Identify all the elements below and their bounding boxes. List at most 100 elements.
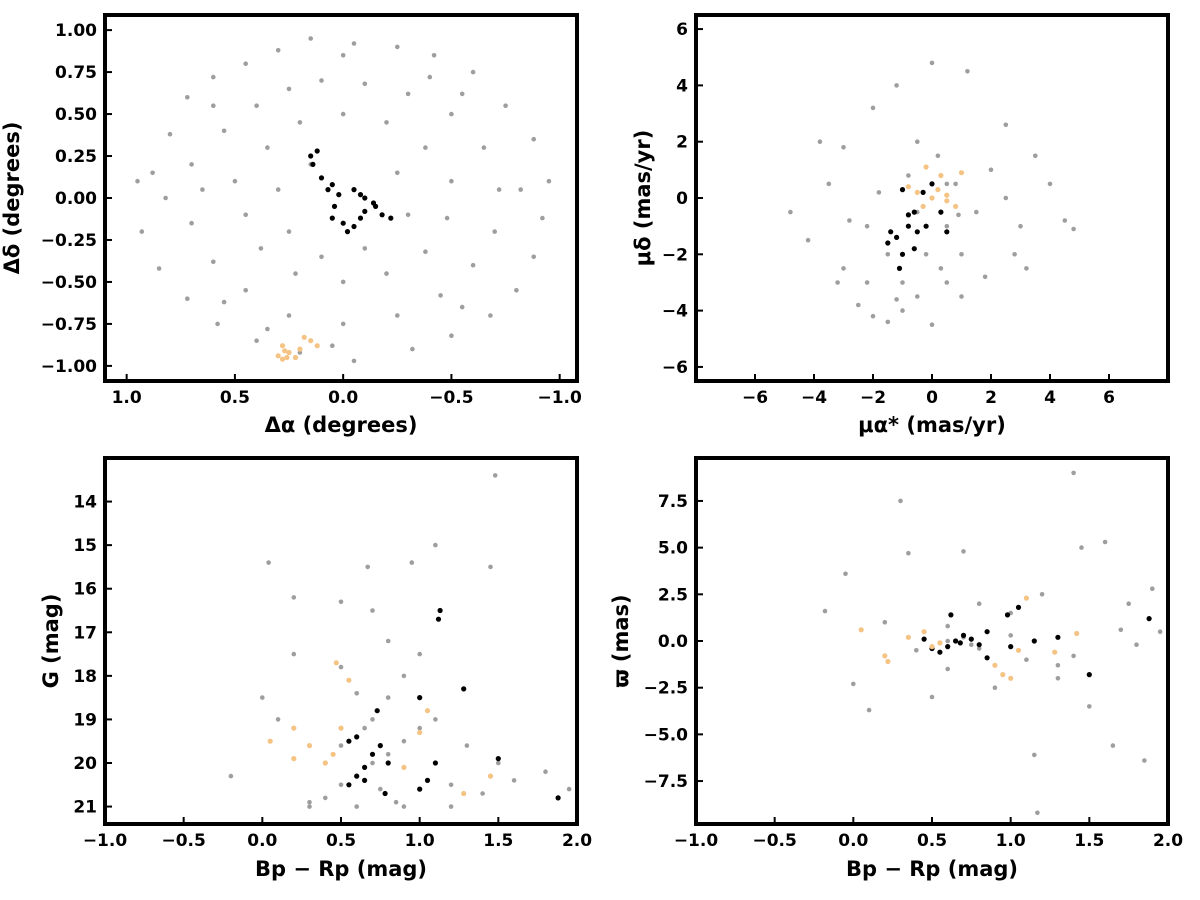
field-star-point — [856, 302, 861, 308]
member-star-point — [894, 234, 900, 240]
member-star-point — [292, 354, 299, 361]
field-star-point — [944, 223, 950, 229]
member-star-point — [346, 677, 352, 683]
field-star-point — [423, 145, 428, 150]
field-star-point — [243, 288, 248, 293]
y-tick-label: 5.0 — [658, 539, 688, 559]
field-star-point — [898, 498, 903, 504]
member-star-point — [944, 192, 950, 198]
member-star-point — [905, 212, 912, 218]
field-star-point — [362, 725, 367, 731]
field-star-point — [215, 321, 220, 327]
field-star-point — [362, 246, 368, 251]
member-star-point — [308, 153, 314, 159]
y-tick-label: 20 — [73, 754, 97, 774]
x-tick-label: −0.5 — [429, 388, 473, 408]
field-star-point — [365, 564, 371, 570]
field-star-point — [1071, 653, 1076, 659]
member-star-point — [357, 192, 364, 198]
field-star-point — [822, 608, 828, 614]
field-star-point — [864, 280, 870, 285]
member-star-point — [322, 760, 328, 766]
field-star-point — [992, 685, 998, 690]
plot-frame — [103, 13, 579, 383]
field-star-point — [265, 145, 270, 150]
member-star-point — [953, 203, 959, 209]
member-star-point — [885, 240, 891, 246]
field-star-point — [307, 804, 312, 809]
member-star-point — [948, 612, 954, 618]
member-star-point — [1008, 644, 1014, 650]
member-star-point — [858, 627, 864, 633]
y-tick-label: 21 — [73, 798, 97, 818]
member-star-point — [346, 782, 352, 788]
y-tick-label: 0.0 — [658, 632, 688, 652]
x-tick-label: 0.5 — [917, 831, 947, 851]
y-tick-label: 17 — [73, 623, 97, 643]
field-star-point — [488, 564, 493, 570]
field-star-point — [189, 220, 194, 226]
field-star-point — [286, 313, 292, 318]
member-star-point — [1000, 672, 1006, 678]
member-star-point — [968, 636, 974, 642]
field-star-point — [254, 103, 259, 108]
field-star-point — [906, 550, 911, 556]
member-star-point — [899, 251, 906, 257]
field-star-point — [496, 760, 501, 766]
field-star-point — [847, 218, 852, 223]
field-star-point — [307, 799, 312, 805]
y-tick-label: −0.75 — [41, 315, 97, 335]
field-star-point — [330, 343, 335, 349]
field-star-point — [531, 136, 536, 142]
member-star-point — [938, 209, 944, 215]
field-star-point — [423, 249, 428, 254]
y-tick-label: 14 — [73, 493, 97, 513]
scatter-points — [788, 60, 1076, 328]
field-star-point — [354, 691, 360, 696]
field-star-point — [459, 91, 465, 97]
y-tick-label: 0 — [676, 189, 688, 209]
field-star-point — [433, 542, 438, 548]
member-star-point — [357, 215, 364, 221]
field-star-point — [1008, 633, 1013, 638]
field-star-point — [788, 209, 793, 215]
member-star-point — [911, 209, 917, 215]
field-star-point — [228, 773, 234, 779]
field-star-point — [817, 139, 823, 144]
field-star-point — [882, 620, 888, 625]
member-star-point — [336, 192, 342, 198]
scatter-points — [135, 36, 552, 364]
member-star-point — [896, 265, 903, 271]
y-tick-label: −1.00 — [41, 357, 97, 377]
field-star-point — [1150, 586, 1155, 591]
field-star-point — [139, 229, 145, 234]
field-star-point — [965, 69, 970, 74]
member-star-point — [958, 170, 965, 176]
x-tick-label: −2 — [860, 388, 886, 408]
member-star-point — [301, 334, 307, 340]
field-star-point — [401, 804, 407, 809]
member-star-point — [351, 187, 357, 193]
field-star-point — [1055, 676, 1061, 681]
field-star-point — [243, 212, 248, 218]
member-star-point — [905, 634, 912, 640]
field-star-point — [1071, 470, 1076, 476]
field-star-point — [1102, 539, 1108, 545]
member-star-point — [555, 795, 561, 801]
member-star-point — [379, 212, 385, 218]
field-star-point — [944, 280, 950, 285]
y-tick-label: 6 — [676, 20, 688, 40]
member-star-point — [1015, 604, 1022, 611]
field-star-point — [370, 760, 375, 766]
field-star-point — [929, 60, 935, 66]
x-tick-label: 0.0 — [328, 388, 358, 408]
member-star-point — [992, 662, 998, 668]
member-star-point — [338, 725, 344, 731]
member-star-point — [435, 616, 442, 622]
field-star-point — [982, 274, 988, 280]
member-star-point — [275, 353, 281, 359]
field-star-point — [384, 271, 389, 276]
field-star-point — [841, 266, 846, 271]
field-star-point — [1047, 181, 1053, 187]
